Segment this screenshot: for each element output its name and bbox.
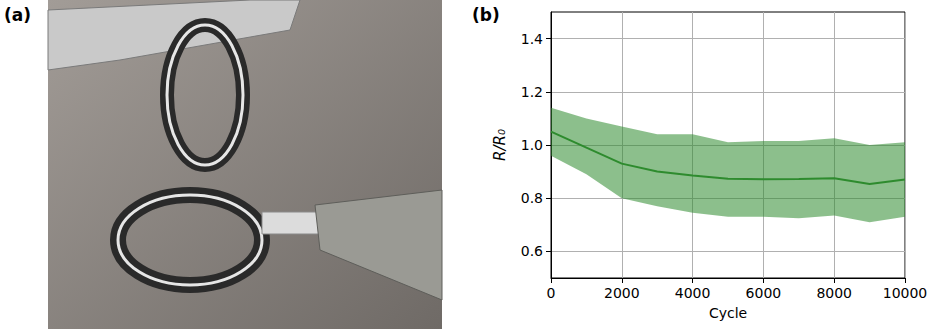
svg-text:0.6: 0.6 [521,243,543,259]
svg-text:1.2: 1.2 [521,84,543,100]
svg-text:R/R₀: R/R₀ [491,129,509,161]
svg-text:8000: 8000 [816,285,852,301]
svg-text:0.8: 0.8 [521,190,543,206]
svg-text:1.0: 1.0 [521,137,543,153]
svg-text:(b): (b) [472,5,500,25]
svg-text:(a): (a) [4,5,31,25]
svg-text:2000: 2000 [604,285,640,301]
svg-text:6000: 6000 [746,285,782,301]
svg-text:Cycle: Cycle [709,305,747,321]
svg-text:1.4: 1.4 [521,31,543,47]
svg-text:0: 0 [547,285,556,301]
svg-text:10000: 10000 [883,285,928,301]
svg-text:4000: 4000 [675,285,711,301]
